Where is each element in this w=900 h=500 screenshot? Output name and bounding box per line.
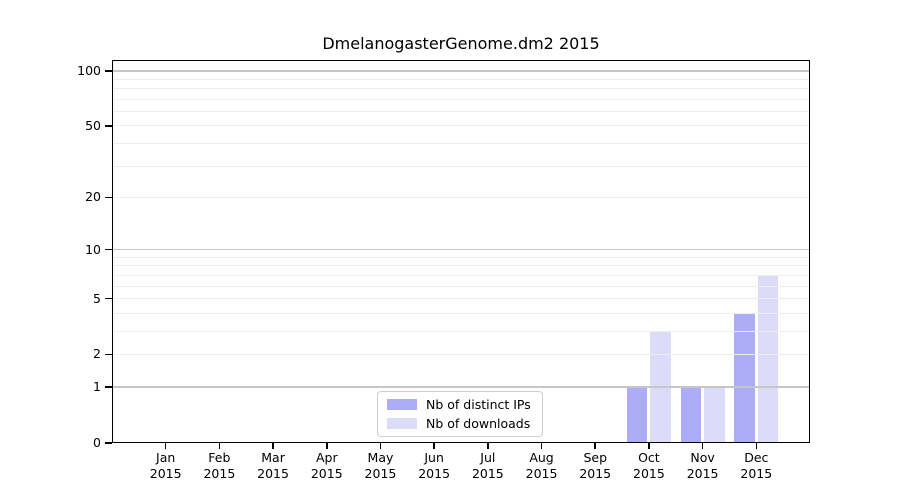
x-tick-label: Jun 2015: [407, 450, 461, 482]
x-tick-label: May 2015: [354, 450, 408, 482]
minor-gridline: [112, 88, 810, 90]
x-tick-label: Jan 2015: [139, 450, 193, 482]
legend-swatch: [387, 398, 417, 410]
x-tick-year: 2015: [310, 466, 343, 481]
y-tick: [105, 196, 112, 199]
y-tick: [105, 248, 112, 251]
minor-gridline: [112, 165, 810, 167]
x-tick-year: 2015: [525, 466, 558, 481]
major-gridline: [112, 248, 810, 251]
x-tick: [272, 443, 274, 449]
bar-distinct-ips: [734, 313, 755, 443]
y-tick-label: 5: [93, 290, 101, 306]
minor-gridline: [112, 196, 810, 198]
bar-distinct-ips: [626, 387, 648, 443]
x-tick-label: Jul 2015: [461, 450, 515, 482]
y-tick-label: 1: [93, 379, 101, 395]
y-tick-label: 20: [85, 189, 101, 205]
minor-gridline: [112, 98, 810, 100]
minor-gridline: [112, 298, 810, 299]
y-tick-label: 10: [85, 241, 101, 257]
x-tick: [540, 443, 543, 449]
x-tick-month: Nov: [690, 450, 715, 465]
x-tick-year: 2015: [579, 466, 612, 481]
y-tick: [105, 386, 112, 388]
x-tick: [755, 443, 758, 449]
x-tick-label: Aug 2015: [515, 450, 569, 482]
chart-title: DmelanogasterGenome.dm2 2015: [322, 34, 600, 53]
legend-entry: Nb of distinct IPs: [387, 397, 542, 412]
x-tick-month: Jul: [480, 450, 496, 465]
minor-gridline: [112, 125, 810, 127]
x-tick-label: Feb 2015: [193, 450, 247, 482]
legend: Nb of distinct IPs Nb of downloads: [377, 391, 543, 437]
x-tick-year: 2015: [149, 466, 182, 481]
x-tick-month: Jan: [156, 450, 176, 465]
minor-gridline: [112, 285, 810, 287]
major-gridline: [112, 70, 810, 72]
minor-gridline: [112, 110, 810, 112]
bar-distinct-ips: [680, 387, 702, 443]
x-tick-year: 2015: [471, 466, 504, 481]
minor-gridline: [112, 312, 810, 314]
y-tick: [105, 70, 112, 72]
x-tick-month: Mar: [261, 450, 285, 465]
x-tick: [218, 443, 221, 449]
x-tick-year: 2015: [203, 466, 236, 481]
legend-entry: Nb of downloads: [387, 416, 542, 431]
x-tick-label: Oct 2015: [622, 450, 676, 482]
minor-gridline: [112, 274, 810, 276]
x-tick: [487, 443, 489, 449]
major-gridline: [112, 386, 810, 388]
legend-swatch: [387, 418, 417, 430]
x-tick: [594, 443, 596, 449]
legend-label: Nb of downloads: [426, 416, 531, 432]
minor-gridline: [112, 265, 810, 267]
y-tick: [105, 442, 112, 444]
x-tick-month: May: [367, 450, 394, 465]
x-tick: [379, 443, 382, 449]
minor-gridline: [112, 143, 810, 145]
bar-downloads: [757, 275, 779, 443]
y-tick-label: 0: [93, 435, 101, 450]
x-tick-month: Apr: [315, 450, 338, 465]
x-tick: [701, 443, 704, 449]
x-tick-label: Apr 2015: [300, 450, 354, 482]
y-tick-label: 2: [93, 346, 101, 362]
x-tick: [326, 443, 328, 449]
x-tick-year: 2015: [418, 466, 451, 481]
bar-downloads: [704, 387, 725, 443]
x-tick-year: 2015: [364, 466, 397, 481]
x-tick-year: 2015: [257, 466, 289, 481]
y-tick-label: 100: [77, 62, 101, 78]
minor-gridline: [112, 256, 810, 258]
x-tick-month: Sep: [583, 450, 607, 465]
y-tick: [105, 297, 112, 300]
x-tick-label: Dec 2015: [729, 450, 783, 482]
x-tick-year: 2015: [633, 466, 665, 481]
x-tick-month: Aug: [529, 450, 554, 465]
x-tick-year: 2015: [686, 466, 719, 481]
x-tick-label: Mar 2015: [246, 450, 300, 482]
minor-gridline: [112, 353, 810, 355]
y-tick: [105, 125, 112, 127]
x-tick-month: Dec: [744, 450, 769, 465]
x-tick-month: Jun: [424, 450, 444, 465]
y-tick-label: 50: [85, 117, 101, 133]
plot-area: [112, 60, 810, 443]
x-tick-year: 2015: [740, 466, 773, 481]
y-tick: [105, 353, 112, 356]
x-tick-label: Sep 2015: [568, 450, 622, 482]
legend-label: Nb of distinct IPs: [426, 396, 531, 412]
x-tick-label: Nov 2015: [676, 450, 730, 482]
minor-gridline: [112, 330, 810, 332]
x-tick: [164, 443, 167, 449]
x-tick-month: Feb: [208, 450, 231, 465]
x-tick: [648, 443, 650, 449]
x-tick: [433, 443, 435, 449]
x-tick-month: Oct: [638, 450, 660, 465]
minor-gridline: [112, 78, 810, 80]
